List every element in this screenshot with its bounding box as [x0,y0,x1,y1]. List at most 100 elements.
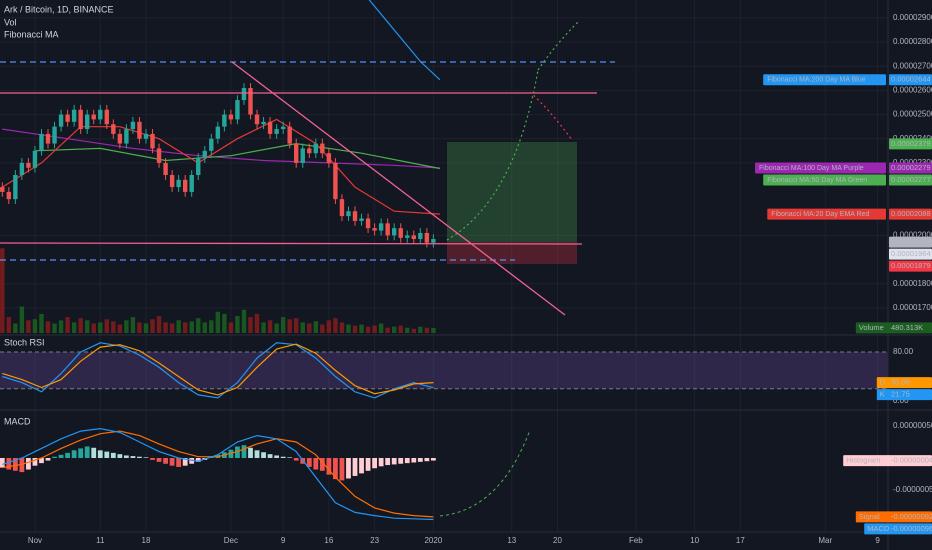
volume-bar [13,323,18,333]
candle-body [326,153,332,163]
volume-bar [91,323,96,333]
histogram-bar [306,458,312,467]
histogram-bar [254,450,260,459]
candle-body [150,133,155,149]
volume-bar [411,328,416,333]
histogram-bar [123,455,129,459]
price-tag [876,377,932,389]
volume-bar [365,326,371,333]
candle-body [104,109,109,125]
tag-name: Signal [859,512,880,521]
price-tag [876,389,932,401]
candle-body [359,218,364,221]
candle-body [137,121,142,139]
histogram-bar [84,446,90,459]
volume-bar [163,322,168,333]
candle-body [372,228,377,231]
price-tag [843,455,932,467]
volume-bar [78,318,83,333]
histogram-bar [417,458,423,462]
histogram-bar [313,458,319,470]
candle-body [235,100,240,120]
volume-bar [65,317,70,333]
volume-bar [202,322,207,333]
volume-bar [352,325,358,333]
histogram-bar [430,458,436,461]
histogram-bar [117,454,123,459]
candle-body [280,126,286,130]
candle-body [378,223,384,231]
candle-body [124,129,129,144]
y-tick-label: 0.00002800 [893,37,932,46]
histogram-bar [241,445,247,459]
y-tick-label: 0.00000050 [893,421,932,430]
volume-bar [391,326,397,333]
x-tick-label: 20 [553,536,562,545]
volume-bar [418,326,423,333]
tag-name-box [763,174,886,186]
candle-body [300,148,305,163]
volume-bar [150,319,155,333]
macd-line [2,430,434,518]
y-tick-label: 0.00002900 [893,13,932,22]
tag-value: 0.00002277 [891,175,931,184]
tag-value: 480.313K [891,323,923,332]
candle-body [91,114,96,120]
support-line [0,242,583,245]
volume-bar [182,322,188,333]
histogram-bar [235,446,240,459]
x-tick-label: Nov [28,536,42,545]
candle-body [176,179,181,188]
candle-body [98,109,103,120]
x-tick-label: 18 [142,536,151,545]
volume-bar [111,321,116,333]
candle-body [52,126,57,144]
histogram-bar [12,458,18,471]
tag-value: 0.00002644 [891,75,931,84]
histogram-bar [372,458,377,469]
histogram-bar [176,458,182,467]
tag-value: -0.00000092 [891,512,932,521]
candle-body [287,126,292,144]
tags-layer: Fibonacci MA:200 Day MA Blue 0.00002644 0.… [755,74,932,535]
candle-body [0,187,5,192]
stop-zone [447,242,577,264]
indicator-label: Fibonacci MA [4,29,59,39]
moving-average [2,128,440,169]
volume-bar [294,318,299,333]
volume-bar [405,327,410,333]
histogram-bar [150,458,155,460]
price-tag [889,74,932,86]
volume-bar [176,320,181,333]
tag-value: 0.00001964 [891,249,931,258]
tag-name-box [767,208,886,220]
volume-bar [431,327,436,333]
histogram-bar [6,458,12,470]
volume-bar [45,321,51,333]
tag-value: 0.00001972 [891,237,931,246]
volume-bar [124,320,129,333]
candle-body [58,114,64,127]
volume-bar [215,311,221,333]
volume-bar [313,321,319,333]
histogram-bar [0,458,5,468]
candle-body [19,162,25,175]
volume-bar [333,318,338,333]
histogram-bar [287,457,293,459]
volume-bar [156,316,162,333]
candle-body [333,162,338,200]
volume-bar [398,325,403,333]
x-tick-label: Dec [224,536,238,545]
candle-body [117,133,123,144]
oscillator-line [2,343,434,396]
histogram-bar [189,458,195,464]
tag-name: K [880,390,885,399]
histogram-bar [378,458,384,467]
histogram-bar [195,458,201,462]
volume-bar [98,322,103,333]
candle-body [346,211,351,217]
candle-body [307,148,312,154]
histogram-bar [97,450,103,459]
